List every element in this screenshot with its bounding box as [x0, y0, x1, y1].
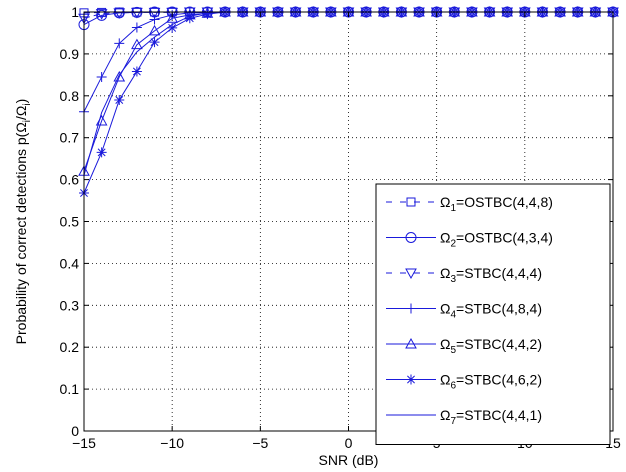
legend-marker: [405, 268, 417, 280]
legend-box: [375, 183, 611, 445]
data-point: [149, 14, 160, 25]
legend-label: Ω3=STBC(4,4,4): [440, 265, 542, 285]
x-axis-label: SNR (dB): [319, 452, 379, 468]
legend-label-prefix: Ω: [440, 372, 450, 388]
legend-item: Ω3=STBC(4,4,4): [386, 265, 542, 285]
data-point: [149, 37, 160, 48]
series-line: [83, 11, 613, 194]
data-point: [131, 22, 142, 33]
y-tick-label: 0.6: [60, 172, 80, 188]
legend-label: Ω7=STBC(4,4,1): [440, 407, 542, 427]
data-point: [131, 38, 143, 50]
legend-marker: [406, 197, 416, 207]
legend-label-prefix: Ω: [440, 301, 450, 317]
legend-label-suffix: =STBC(4,6,2): [456, 372, 542, 388]
data-point: [113, 8, 126, 19]
data-point: [131, 66, 142, 77]
legend-label-sub: 6: [450, 381, 456, 392]
legend-label-prefix: Ω: [440, 230, 450, 246]
x-tick-label: 0: [345, 435, 353, 451]
series-6: [79, 7, 618, 199]
legend-label-suffix: =STBC(4,4,4): [456, 265, 542, 281]
y-axis-label-sub: i: [22, 120, 33, 122]
y-axis-label-main: Probability of correct detections p(Ω: [13, 122, 29, 344]
y-tick-label: 0.3: [60, 297, 80, 313]
y-tick-label: 0.2: [60, 339, 80, 355]
legend-label-suffix: =OSTBC(4,4,8): [456, 194, 553, 210]
legend-item: Ω4=STBC(4,8,4): [386, 301, 542, 321]
legend-label: Ω5=STBC(4,4,2): [440, 336, 542, 356]
data-point: [167, 22, 178, 33]
legend-item: Ω6=STBC(4,6,2): [386, 372, 542, 392]
data-point: [148, 24, 161, 36]
y-axis-label-sub2: i: [22, 103, 33, 105]
data-point: [184, 13, 195, 24]
data-point: [166, 7, 179, 19]
y-tick-label: 0.7: [60, 130, 80, 146]
legend: Ω1=OSTBC(4,4,8)Ω2=OSTBC(4,3,4)Ω3=STBC(4,…: [375, 183, 611, 445]
legend-label-sub: 4: [450, 310, 456, 321]
legend-label: Ω4=STBC(4,8,4): [440, 301, 542, 321]
data-point: [96, 147, 107, 158]
x-tick-label: −10: [160, 435, 184, 451]
y-tick-label: 1: [71, 4, 79, 20]
legend-label-sub: 2: [450, 239, 456, 250]
y-tick-label: 0.5: [60, 214, 80, 230]
legend-marker: [406, 303, 416, 314]
legend-label-prefix: Ω: [440, 407, 450, 423]
legend-label-prefix: Ω: [440, 194, 450, 210]
legend-marker: [406, 374, 416, 385]
legend-label: Ω2=OSTBC(4,3,4): [440, 230, 553, 250]
series-line: [83, 11, 613, 172]
legend-label-prefix: Ω: [440, 265, 450, 281]
y-tick-label: 0.9: [60, 46, 80, 62]
legend-label-sub: 3: [450, 274, 456, 285]
y-tick-label: 0: [71, 423, 79, 439]
data-point: [131, 7, 143, 19]
legend-item: Ω1=OSTBC(4,4,8): [386, 194, 553, 214]
legend-label-sub: 5: [450, 345, 456, 356]
y-tick-label: 0.1: [60, 381, 80, 397]
legend-label-prefix: Ω: [440, 336, 450, 352]
y-tick-label: 0.8: [60, 88, 80, 104]
legend-label-suffix: =STBC(4,4,2): [456, 336, 542, 352]
legend-label-sub: 7: [450, 416, 456, 427]
legend-item: Ω5=STBC(4,4,2): [386, 336, 542, 356]
y-tick-label: 0.4: [60, 255, 80, 271]
data-point: [113, 70, 126, 82]
data-point: [95, 9, 108, 20]
legend-item: Ω7=STBC(4,4,1): [386, 407, 542, 427]
data-point: [148, 7, 161, 19]
legend-marker: [405, 337, 417, 349]
x-tick-label: −15: [72, 435, 96, 451]
data-point: [166, 12, 179, 23]
legend-label-suffix: =STBC(4,8,4): [456, 301, 542, 317]
legend-label-suffix: =OSTBC(4,3,4): [456, 230, 553, 246]
y-axis-label-mid: /Ω: [13, 106, 29, 120]
y-axis-label: Probability of correct detections p(Ωi/Ω…: [13, 99, 33, 345]
legend-label-sub: 1: [450, 203, 456, 214]
legend-label: Ω6=STBC(4,6,2): [440, 372, 542, 392]
legend-item: Ω2=OSTBC(4,3,4): [386, 230, 553, 250]
data-point: [114, 94, 125, 105]
legend-marker: [405, 232, 417, 243]
x-tick-label: −5: [252, 435, 268, 451]
legend-label: Ω1=OSTBC(4,4,8): [440, 194, 553, 214]
series-layer: [78, 5, 619, 199]
legend-label-suffix: =STBC(4,4,1): [456, 407, 542, 423]
data-point: [114, 38, 125, 49]
y-axis-label-end: ): [13, 99, 29, 104]
data-point: [202, 9, 213, 20]
data-point: [96, 71, 107, 82]
